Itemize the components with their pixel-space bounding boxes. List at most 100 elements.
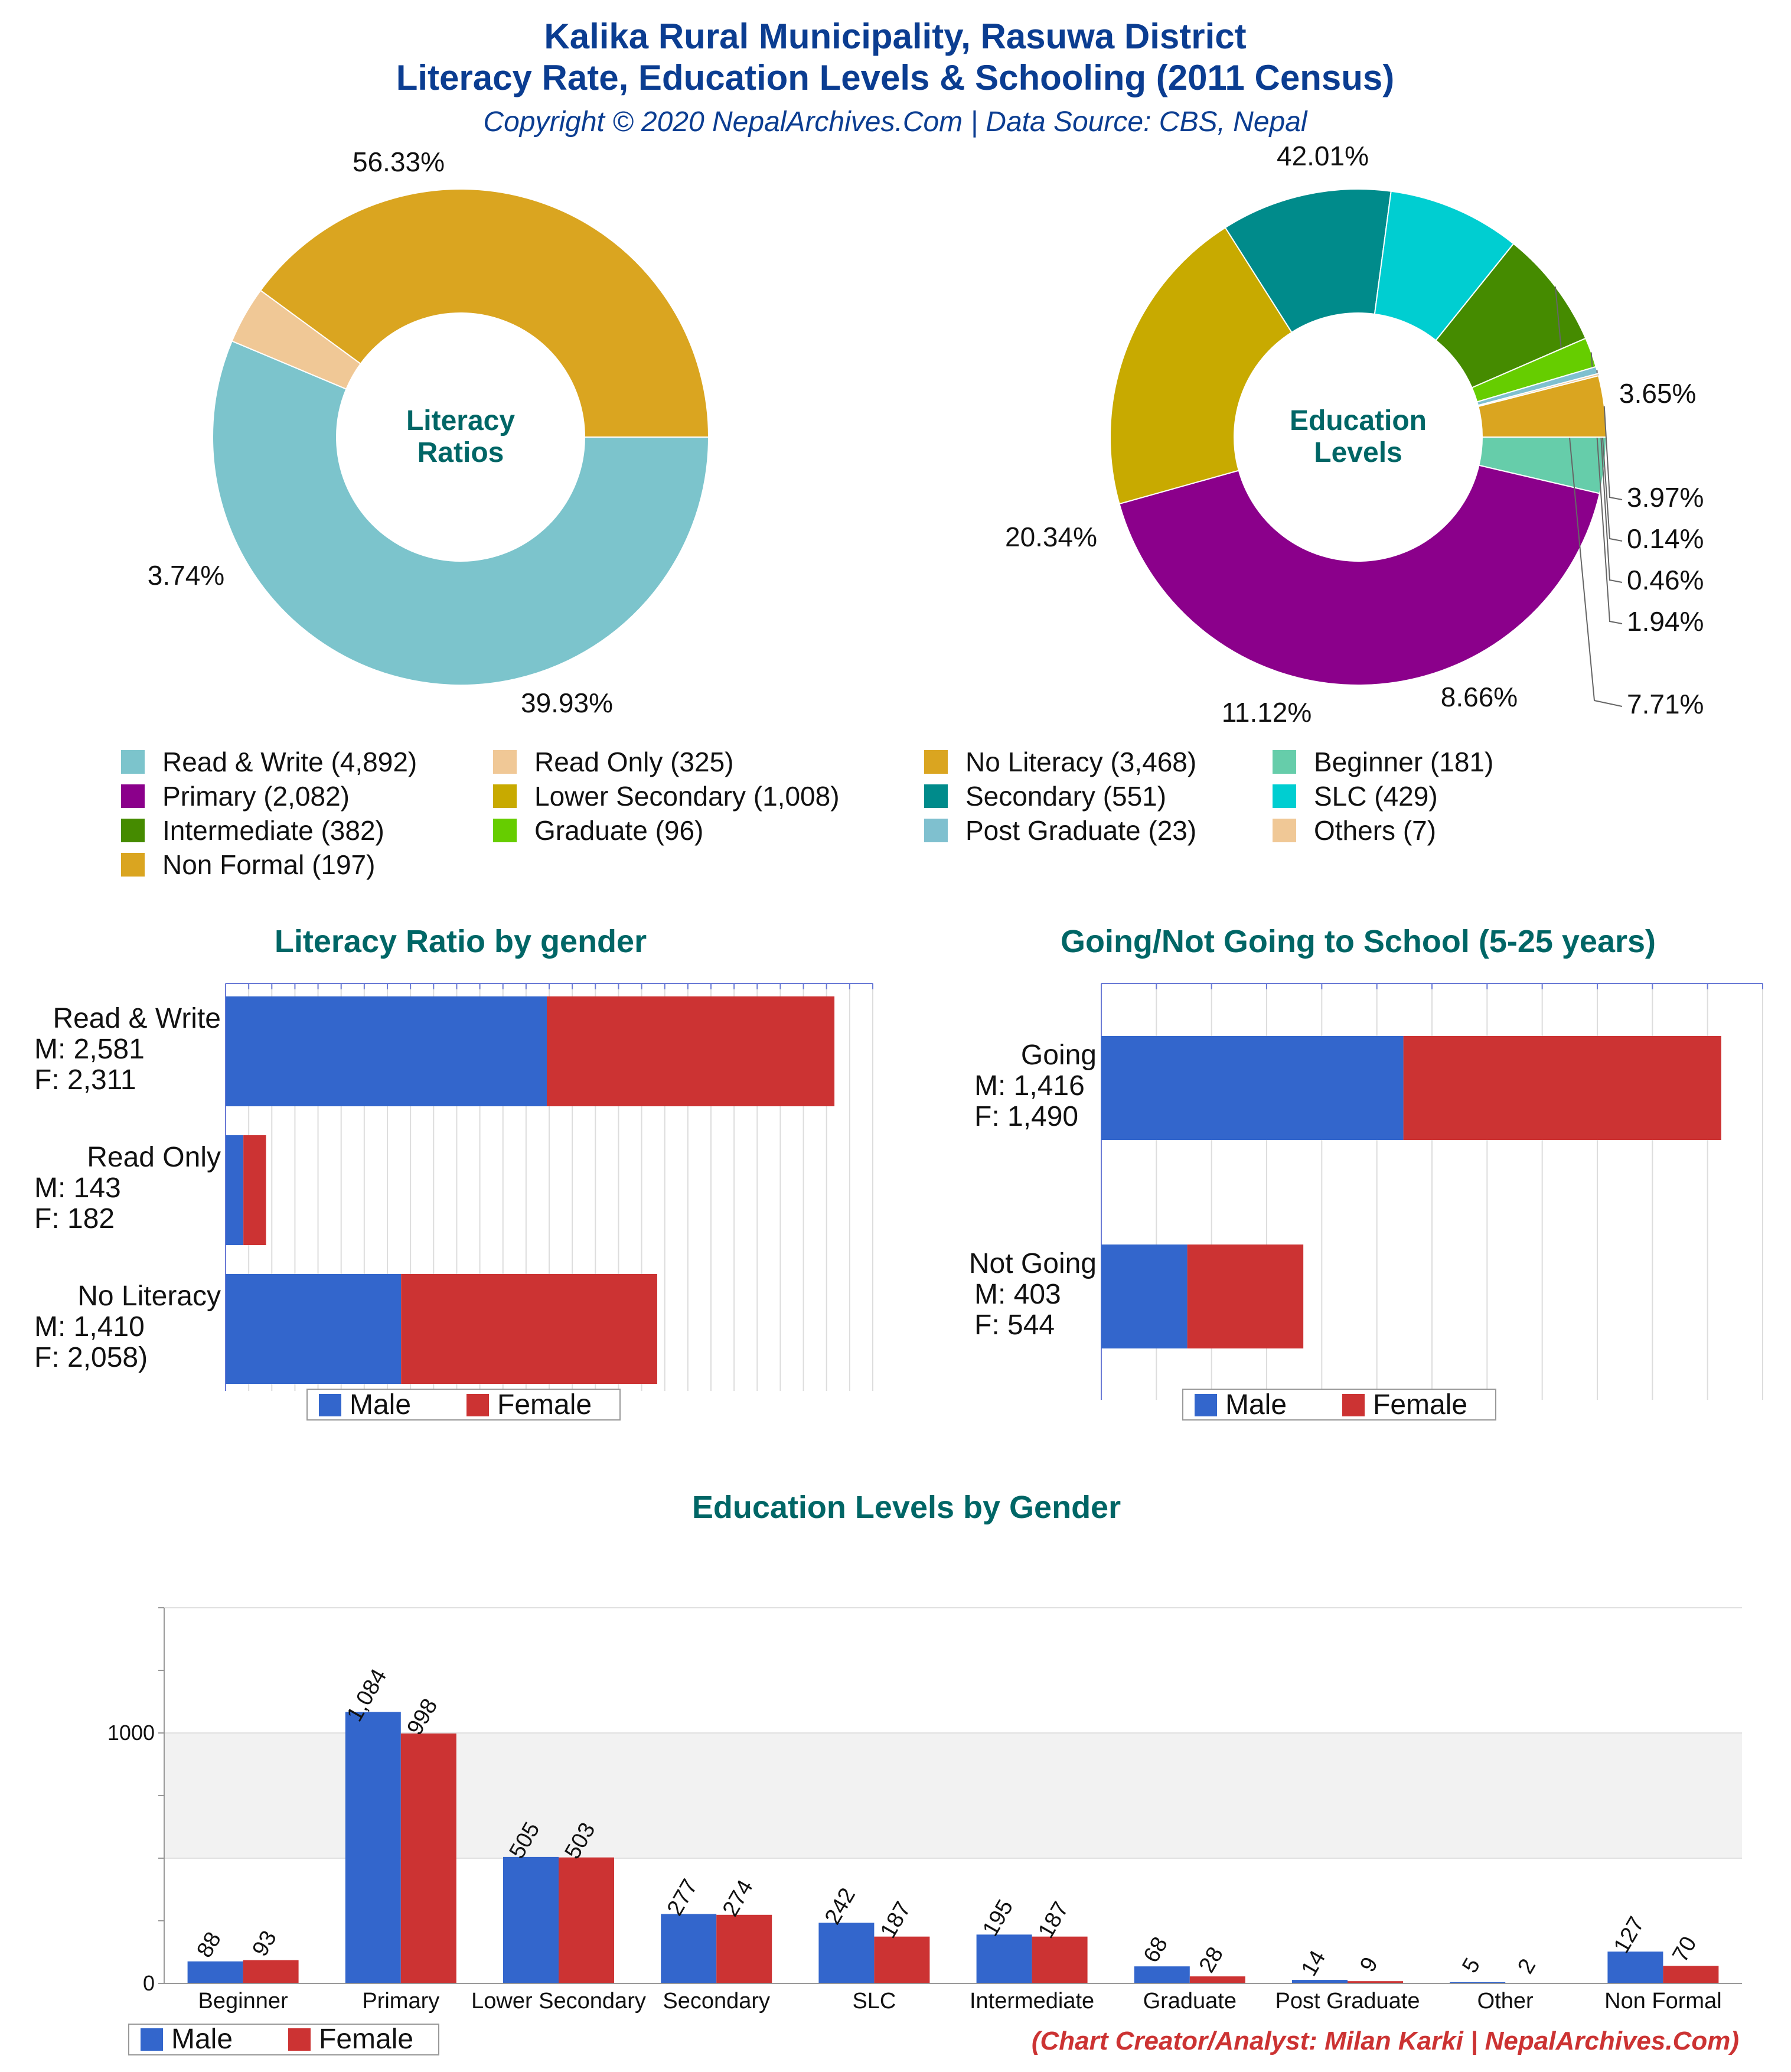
category-label: No Literacy xyxy=(77,1281,221,1312)
legend-label: Beginner (181) xyxy=(1314,747,1493,777)
x-tick-label: Beginner xyxy=(198,1989,288,2014)
chart-title: Literacy Ratio by gender xyxy=(275,924,647,959)
x-tick-label: Other xyxy=(1477,1989,1534,2014)
bar-male xyxy=(1101,1244,1188,1348)
slice-percent-label: 56.33% xyxy=(353,146,445,177)
data-label: 88 xyxy=(192,1928,226,1962)
slice-percent-label: 1.94% xyxy=(1627,606,1704,637)
y-tick-label: 0 xyxy=(143,1971,155,1995)
legend-swatch xyxy=(493,750,517,774)
category-label: F: 2,058) xyxy=(34,1342,148,1373)
legend-swatch xyxy=(121,819,145,842)
bar-male xyxy=(226,1135,244,1245)
legend-swatch xyxy=(1273,784,1296,808)
x-tick-label: Lower Secondary xyxy=(471,1989,646,2014)
slice-percent-label: 8.66% xyxy=(1441,682,1518,712)
data-label: 28 xyxy=(1195,1943,1229,1977)
y-tick-label: 1000 xyxy=(107,1721,155,1745)
slice-percent-label: 20.34% xyxy=(1005,522,1097,552)
category-label: M: 1,416 xyxy=(974,1070,1085,1102)
legend-swatch xyxy=(121,750,145,774)
x-tick-label: Post Graduate xyxy=(1275,1989,1420,2014)
slice-percent-label: 3.65% xyxy=(1619,378,1696,409)
x-tick-label: Graduate xyxy=(1143,1989,1237,2014)
slice-percent-label: 0.46% xyxy=(1627,565,1704,595)
legend-label: Intermediate (382) xyxy=(162,815,384,846)
legend-swatch xyxy=(288,2028,311,2051)
category-label: Read Only xyxy=(87,1142,221,1173)
x-tick-label: Primary xyxy=(362,1989,439,2014)
bar-female xyxy=(243,1960,299,1983)
slice-percent-label: 3.97% xyxy=(1627,482,1704,513)
legend-label: Male xyxy=(171,2024,233,2055)
category-label: M: 143 xyxy=(34,1172,121,1204)
category-label: F: 544 xyxy=(974,1309,1055,1341)
bar-male xyxy=(187,1961,243,1983)
legend-label: Female xyxy=(497,1389,592,1421)
data-label: 195 xyxy=(978,1895,1018,1940)
category-label: F: 182 xyxy=(34,1203,115,1234)
bar-male xyxy=(1607,1952,1663,1983)
bar-female xyxy=(1032,1936,1088,1983)
bar-male xyxy=(1101,1036,1404,1140)
legend-label: Female xyxy=(319,2024,413,2055)
category-label: F: 2,311 xyxy=(34,1064,136,1096)
chart-title: Education Levels by Gender xyxy=(692,1490,1121,1525)
x-tick-label: Intermediate xyxy=(970,1989,1094,2014)
data-label: 242 xyxy=(820,1884,860,1928)
donut-legend: Read & Write (4,892) Read Only (325) No Li… xyxy=(121,747,1493,880)
legend-label: Non Formal (197) xyxy=(162,849,375,880)
legend-label: Female xyxy=(1373,1389,1467,1421)
legend-swatch xyxy=(466,1394,489,1416)
bar-female xyxy=(559,1857,614,1983)
legend-box xyxy=(306,1389,621,1421)
legend-swatch xyxy=(493,819,517,842)
slice-percent-label: 7.71% xyxy=(1627,689,1704,719)
bar-male xyxy=(503,1856,559,1983)
data-label: 2 xyxy=(1513,1954,1541,1977)
data-label: 127 xyxy=(1609,1913,1649,1957)
title-line-2: Literacy Rate, Education Levels & School… xyxy=(396,58,1395,97)
data-label: 70 xyxy=(1668,1933,1702,1967)
chart-legend: Male Female xyxy=(128,2024,439,2055)
legend-label: Secondary (551) xyxy=(965,781,1166,812)
data-label: 5 xyxy=(1457,1954,1485,1977)
legend-swatch xyxy=(121,784,145,808)
category-label: Not Going xyxy=(969,1248,1097,1279)
data-label: 274 xyxy=(718,1876,758,1921)
bar-male xyxy=(818,1923,875,1983)
legend-swatch xyxy=(1342,1394,1365,1416)
bar-female xyxy=(546,996,835,1106)
data-label: 277 xyxy=(663,1875,703,1920)
legend-swatch xyxy=(924,784,948,808)
schooling-by-gender-chart: Going/Not Going to School (5-25 years) Go… xyxy=(969,924,1763,1421)
legend-label: Others (7) xyxy=(1314,815,1436,846)
data-label: 93 xyxy=(247,1927,282,1961)
leader-line xyxy=(1596,370,1623,583)
category-label: M: 2,581 xyxy=(34,1034,145,1065)
data-label: 187 xyxy=(876,1898,916,1943)
slice-percent-label: 42.01% xyxy=(1277,141,1369,171)
leader-line xyxy=(1590,352,1623,624)
bar-male xyxy=(661,1914,717,1983)
chart-legend: Male Female xyxy=(306,1389,621,1421)
bar-female xyxy=(401,1274,657,1384)
slice-lower-secondary xyxy=(1110,226,1293,505)
legend-swatch xyxy=(924,750,948,774)
legend-label: Lower Secondary (1,008) xyxy=(534,781,840,812)
legend-swatch xyxy=(1273,750,1296,774)
donut-center-label: Education xyxy=(1290,405,1427,436)
x-tick-label: Non Formal xyxy=(1604,1989,1722,2014)
legend-swatch xyxy=(1195,1394,1217,1416)
leader-line xyxy=(1603,406,1623,500)
category-label: Read & Write xyxy=(53,1003,221,1034)
legend-swatch xyxy=(141,2028,163,2051)
bar-male xyxy=(1292,1980,1348,1983)
education-levels-donut: 3.65% 42.01% 20.34% 11.12% 8.66% 7.71% 1.94% 0.… xyxy=(1005,141,1704,728)
legend-box xyxy=(128,2024,439,2055)
legend-label: Primary (2,082) xyxy=(162,781,350,812)
slice-percent-label: 39.93% xyxy=(521,688,613,718)
slice-percent-label: 0.14% xyxy=(1627,523,1704,554)
legend-box xyxy=(1182,1389,1496,1421)
